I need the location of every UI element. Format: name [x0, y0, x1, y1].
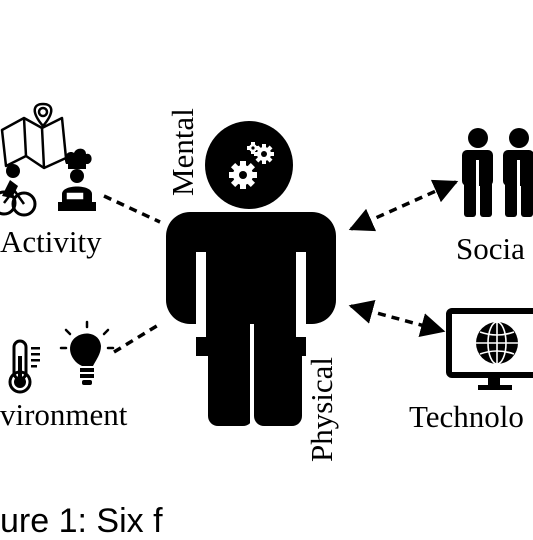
physical-label: Physical [304, 356, 339, 462]
environment-connector [113, 322, 161, 354]
map-icon [0, 102, 68, 170]
lightbulb-icon [59, 320, 115, 385]
mental-label: Mental [165, 108, 200, 196]
gears-icon [229, 142, 274, 189]
connectors [103, 179, 459, 354]
cyclist-icon [0, 164, 37, 217]
thermometer-icon [8, 339, 40, 394]
chef-icon [58, 148, 96, 211]
person-icon [166, 121, 336, 426]
activity-connector [103, 194, 161, 224]
technology-label: Technolo [409, 399, 524, 434]
globe-monitor-icon [446, 308, 533, 390]
environment-label: vironment [0, 397, 128, 432]
activity-label: Activity [0, 224, 102, 259]
people-icon [462, 128, 533, 218]
social-label: Socia [456, 231, 525, 266]
figure-caption: ure 1: Six f [0, 502, 163, 540]
social-connector [348, 179, 459, 232]
technology-connector [348, 299, 446, 338]
